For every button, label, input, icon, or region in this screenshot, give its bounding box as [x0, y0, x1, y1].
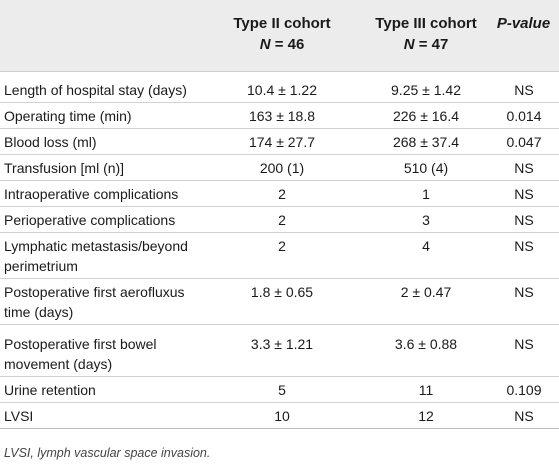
row-p-value: NS — [514, 82, 534, 98]
row-label: Transfusion [ml (n)] — [4, 160, 125, 176]
row-label-line1: Lymphatic metastasis/beyond — [4, 238, 188, 254]
table-row: Postoperative first aerofluxus time (day… — [0, 282, 559, 325]
row-p-value: NS — [514, 212, 534, 228]
header-type3-title: Type III cohort — [375, 15, 477, 32]
row-p-value: NS — [514, 186, 534, 202]
row-type3-value: 510 (4) — [403, 160, 449, 176]
table-footnote: LVSI, lymph vascular space invasion. — [4, 446, 211, 460]
table-row: LVSI 10 12 NS — [0, 406, 559, 429]
row-type3-value: 4 — [422, 238, 430, 254]
row-type2-value: 163 ± 18.8 — [248, 108, 316, 124]
header-type2-n-value: = 46 — [270, 36, 305, 53]
row-p-value: 0.047 — [506, 134, 542, 150]
row-type2-value: 2 — [278, 212, 286, 228]
header-type2-cohort: Type II cohort N = 46 — [197, 13, 367, 55]
header-type2-title: Type II cohort — [233, 15, 331, 32]
row-label-line1: Postoperative first aerofluxus — [4, 284, 185, 300]
row-type2-value: 174 ± 27.7 — [248, 134, 316, 150]
row-type3-value: 12 — [418, 408, 434, 424]
row-type3-value: 3 — [422, 212, 430, 228]
row-type2-value: 1.8 ± 0.65 — [250, 284, 314, 300]
table-row: Operating time (min) 163 ± 18.8 226 ± 16… — [0, 106, 559, 129]
table-row: Lymphatic metastasis/beyond perimetrium … — [0, 236, 559, 279]
row-type3-value: 9.25 ± 1.42 — [391, 82, 461, 98]
table-row: Intraoperative complications 2 1 NS — [0, 184, 559, 207]
row-p-value: NS — [514, 160, 534, 176]
table-row: Length of hospital stay (days) 10.4 ± 1.… — [0, 80, 559, 103]
row-type3-value: 1 — [422, 186, 430, 202]
header-type3-n-value: = 47 — [414, 36, 449, 53]
table-row: Postoperative first bowel movement (days… — [0, 334, 559, 377]
row-type2-value: 200 (1) — [259, 160, 305, 176]
row-label: Urine retention — [4, 382, 96, 398]
row-p-value: NS — [514, 284, 534, 300]
row-label-line2: perimetrium — [4, 258, 78, 274]
header-type3-n-symbol: N — [403, 36, 415, 53]
header-type2-n-symbol: N — [259, 36, 271, 53]
header-type3-n: N = 47 — [360, 34, 492, 55]
row-label: LVSI — [4, 408, 34, 424]
table-row: Urine retention 5 11 0.109 — [0, 380, 559, 403]
row-label: Intraoperative complications — [4, 186, 179, 202]
row-p-value: NS — [514, 408, 534, 424]
row-label: Postoperative first bowel movement (days… — [4, 334, 219, 374]
row-label: Length of hospital stay (days) — [4, 82, 187, 98]
row-type3-value: 3.6 ± 0.88 — [394, 336, 458, 352]
row-type3-value: 226 ± 16.4 — [392, 108, 460, 124]
table-row: Perioperative complications 2 3 NS — [0, 210, 559, 233]
row-p-value: NS — [514, 238, 534, 254]
table-row: Blood loss (ml) 174 ± 27.7 268 ± 37.4 0.… — [0, 132, 559, 155]
row-type2-value: 3.3 ± 1.21 — [250, 336, 314, 352]
row-p-value: 0.109 — [506, 382, 542, 398]
row-type2-value: 10 — [274, 408, 290, 424]
row-label: Blood loss (ml) — [4, 134, 97, 150]
row-label-line2: time (days) — [4, 304, 74, 320]
row-type2-value: 10.4 ± 1.22 — [247, 82, 317, 98]
row-type2-value: 5 — [278, 382, 286, 398]
row-type2-value: 2 — [278, 238, 286, 254]
table-header: Type II cohort N = 46 Type III cohort N … — [0, 0, 559, 71]
header-divider — [0, 71, 559, 72]
row-label: Perioperative complications — [4, 212, 176, 228]
header-type3-cohort: Type III cohort N = 47 — [360, 13, 492, 55]
row-label-line1: Postoperative first bowel — [4, 336, 157, 352]
row-label: Lymphatic metastasis/beyond perimetrium — [4, 236, 219, 276]
row-label-line2: movement (days) — [4, 356, 113, 372]
row-type3-value: 11 — [418, 382, 434, 398]
table-row: Transfusion [ml (n)] 200 (1) 510 (4) NS — [0, 158, 559, 181]
row-type2-value: 2 — [278, 186, 286, 202]
row-p-value: 0.014 — [506, 108, 542, 124]
row-p-value: NS — [514, 336, 534, 352]
row-label: Postoperative first aerofluxus time (day… — [4, 282, 219, 322]
row-type3-value: 2 ± 0.47 — [400, 284, 452, 300]
header-p-value: P-value — [496, 15, 551, 32]
row-type3-value: 268 ± 37.4 — [392, 134, 460, 150]
row-label: Operating time (min) — [4, 108, 132, 124]
header-type2-n: N = 46 — [197, 34, 367, 55]
